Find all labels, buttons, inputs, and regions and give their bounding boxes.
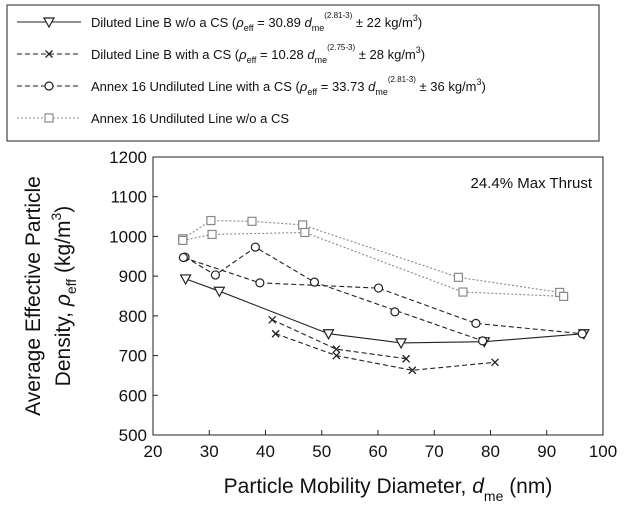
- legend-marker: [45, 50, 53, 58]
- data-point: [210, 270, 221, 280]
- x-tick-label: 80: [481, 442, 500, 461]
- y-tick-label: 500: [119, 426, 147, 445]
- data-point: [408, 366, 417, 375]
- axis-ticks: 20 30 40 50 60 70 80 90 100 500 600 700 800 900 1000 11…: [109, 148, 617, 461]
- legend: Diluted Line B w/o a CS (ρeff = 30.89 dm…: [6, 4, 600, 142]
- data-point: [373, 283, 384, 293]
- legend-marker: [44, 81, 54, 91]
- series-line: [184, 246, 483, 342]
- y-axis-title-line2: Density, ρeff (kg/m3): [48, 206, 79, 387]
- y-tick-label: 1100: [110, 188, 147, 207]
- data-point: [207, 229, 217, 240]
- data-point: [332, 345, 341, 354]
- legend-box: [6, 4, 600, 142]
- x-tick-label: 70: [425, 442, 444, 461]
- data-point: [478, 336, 488, 346]
- series-s1: [179, 274, 590, 350]
- x-tick-label: 20: [144, 442, 163, 461]
- data-point: [298, 220, 308, 230]
- data-point: [458, 287, 468, 297]
- y-tick-label: 1000: [109, 227, 147, 246]
- data-point: [206, 215, 216, 226]
- plot-area: [152, 156, 604, 436]
- data-point: [332, 351, 341, 360]
- y-tick-label: 1200: [109, 148, 147, 167]
- data-point: [309, 277, 320, 287]
- data-point: [178, 235, 188, 245]
- data-point: [271, 329, 280, 338]
- x-tick-label: 50: [312, 442, 331, 461]
- legend-marker: [42, 17, 56, 29]
- data-point: [390, 307, 400, 317]
- x-axis-title: Particle Mobility Diameter, dme (nm): [224, 475, 553, 504]
- data-point: [247, 216, 257, 226]
- data-point: [178, 252, 188, 263]
- x-tick-label: 100: [589, 442, 617, 461]
- data-point: [395, 338, 408, 350]
- data-point: [471, 318, 481, 329]
- y-tick-label: 600: [119, 386, 147, 405]
- x-tick-label: 90: [537, 442, 556, 461]
- data-point: [322, 329, 335, 340]
- data-point: [402, 354, 411, 363]
- x-tick-label: 40: [256, 442, 275, 461]
- series-layer: [178, 215, 590, 375]
- x-tick-label: 30: [200, 442, 219, 461]
- legend-label: Diluted Line B with a CS (ρeff = 10.28 d…: [91, 43, 425, 65]
- y-axis-title-line1: Average Effective Particle: [22, 176, 45, 416]
- legend-entry-s4: Annex 16 Undiluted Line w/o a CS: [17, 111, 289, 126]
- legend-entry-s1: Diluted Line B w/o a CS (ρeff = 30.89 dm…: [17, 11, 422, 33]
- series-line: [275, 333, 496, 371]
- y-tick-label: 900: [119, 267, 147, 286]
- legend-entry-s3: Annex 16 Undiluted Line with a CS (ρeff …: [17, 75, 486, 97]
- series-line: [182, 231, 564, 297]
- series-line: [183, 256, 583, 335]
- legend-marker: [44, 113, 54, 123]
- series-line: [185, 278, 584, 344]
- data-point: [577, 329, 587, 339]
- data-point: [255, 278, 265, 288]
- data-point: [179, 274, 192, 286]
- annotation-max-thrust: 24.4% Max Thrust: [471, 175, 593, 192]
- data-point: [453, 272, 464, 282]
- data-point: [213, 286, 226, 298]
- legend-label: Annex 16 Undiluted Line with a CS (ρeff …: [91, 75, 486, 97]
- data-point: [559, 291, 569, 301]
- legend-entry-s2: Diluted Line B with a CS (ρeff = 10.28 d…: [17, 43, 425, 65]
- legend-label: Annex 16 Undiluted Line w/o a CS: [91, 111, 289, 126]
- data-point: [268, 315, 277, 324]
- y-tick-label: 800: [119, 307, 147, 326]
- legend-label: Diluted Line B w/o a CS (ρeff = 30.89 dm…: [91, 11, 422, 33]
- series-s2: [268, 315, 499, 375]
- data-point: [250, 242, 260, 252]
- series-line: [182, 219, 560, 293]
- data-point: [491, 358, 499, 367]
- series-s4: [178, 215, 569, 301]
- data-point: [300, 227, 310, 238]
- x-tick-label: 60: [369, 442, 388, 461]
- series-s3: [178, 242, 587, 346]
- y-tick-label: 700: [119, 347, 147, 366]
